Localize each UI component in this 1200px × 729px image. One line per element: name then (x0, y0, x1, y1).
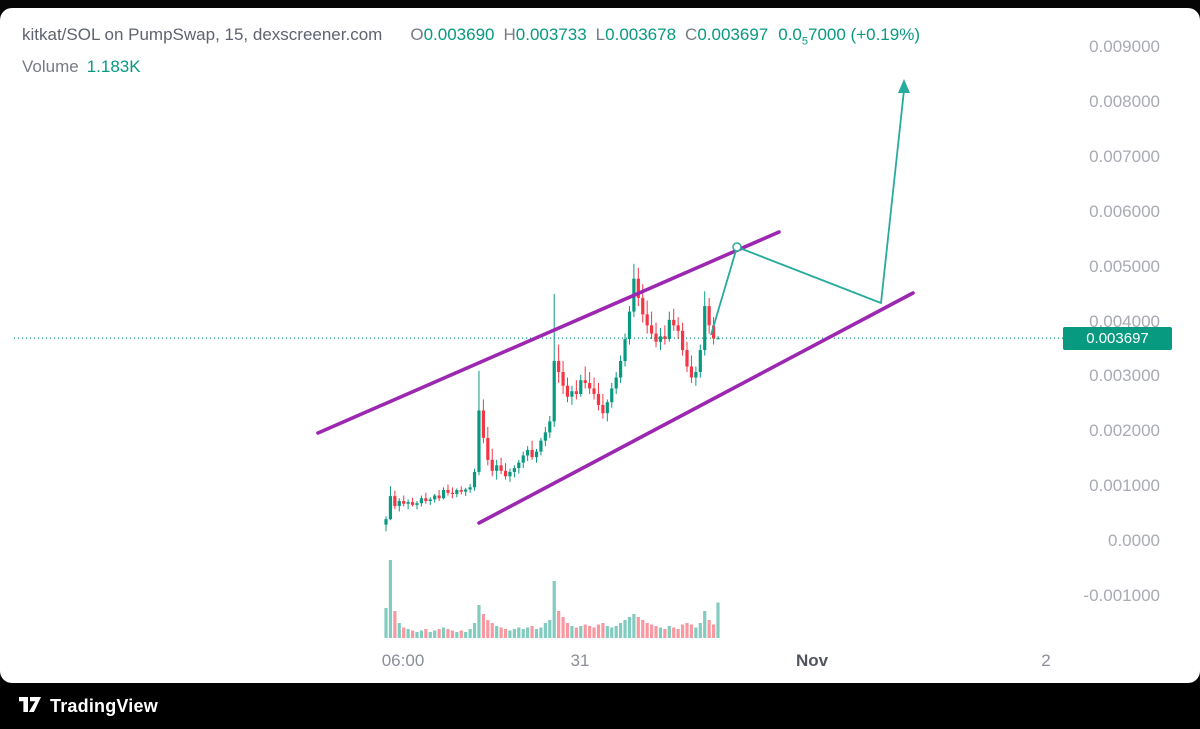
time-axis-label: 06:00 (381, 651, 425, 670)
legend-volume-row: Volume 1.183K (22, 56, 920, 78)
volume-label: Volume (22, 57, 79, 77)
time-axis-label: 31 (570, 651, 590, 670)
low-value: 0.003678 (605, 25, 677, 44)
price-axis-label: 0.008000 (1089, 91, 1160, 111)
high-label: H (503, 25, 516, 44)
close-value: 0.003697 (697, 25, 769, 44)
channel-upper-trendline[interactable] (316, 230, 781, 435)
channel-lower-trendline[interactable] (477, 291, 915, 525)
projection-arrowhead-icon (898, 79, 910, 93)
chart-surface (0, 8, 1200, 683)
open-value: 0.003690 (423, 25, 495, 44)
low-label: L (595, 25, 606, 44)
price-axis-label: 0.0000 (1108, 531, 1160, 551)
tradingview-logo-icon[interactable] (18, 695, 43, 717)
price-axis[interactable]: 0.009000 0.008000 0.007000 0.006000 0.005000… (1060, 0, 1200, 683)
change-value: 0.057000 (+0.19%) (778, 25, 920, 48)
price-axis-label: 0.007000 (1089, 146, 1160, 166)
price-axis-label: -0.001000 (1083, 586, 1160, 605)
price-axis-label: 0.009000 (1089, 37, 1160, 56)
price-axis-label: 0.002000 (1089, 421, 1160, 441)
subscript-digit: 5 (801, 35, 808, 48)
time-axis[interactable]: 06:00 31 Nov 2 (0, 645, 1200, 683)
high-value: 0.003733 (515, 25, 587, 44)
tradingview-wordmark[interactable]: TradingView (50, 695, 158, 716)
price-axis-label: 0.001000 (1089, 476, 1160, 496)
projection-anchor-marker[interactable] (732, 242, 742, 252)
price-axis-label: 0.005000 (1089, 256, 1160, 276)
close-label: C (685, 25, 698, 44)
time-axis-label: 2 (1041, 651, 1051, 670)
legend-symbol-row: kitkat/SOL on PumpSwap, 15, dexscreener.… (22, 24, 920, 52)
candles (384, 263, 720, 532)
price-axis-label: 0.003000 (1089, 366, 1160, 386)
time-axis-label: Nov (795, 651, 829, 670)
last-price-badge: 0.003697 (1063, 327, 1172, 350)
symbol-title[interactable]: kitkat/SOL on PumpSwap, 15, dexscreener.… (22, 25, 383, 44)
volume-value: 1.183K (86, 57, 141, 77)
volume-bars (384, 560, 720, 638)
price-axis-label: 0.006000 (1089, 201, 1160, 221)
chart-legend: kitkat/SOL on PumpSwap, 15, dexscreener.… (22, 24, 920, 78)
bottom-bar: TradingView (0, 683, 1200, 729)
projection-path[interactable] (710, 89, 905, 336)
open-label: O (410, 25, 424, 44)
price-axis-label: 0.004000 (1089, 311, 1160, 331)
